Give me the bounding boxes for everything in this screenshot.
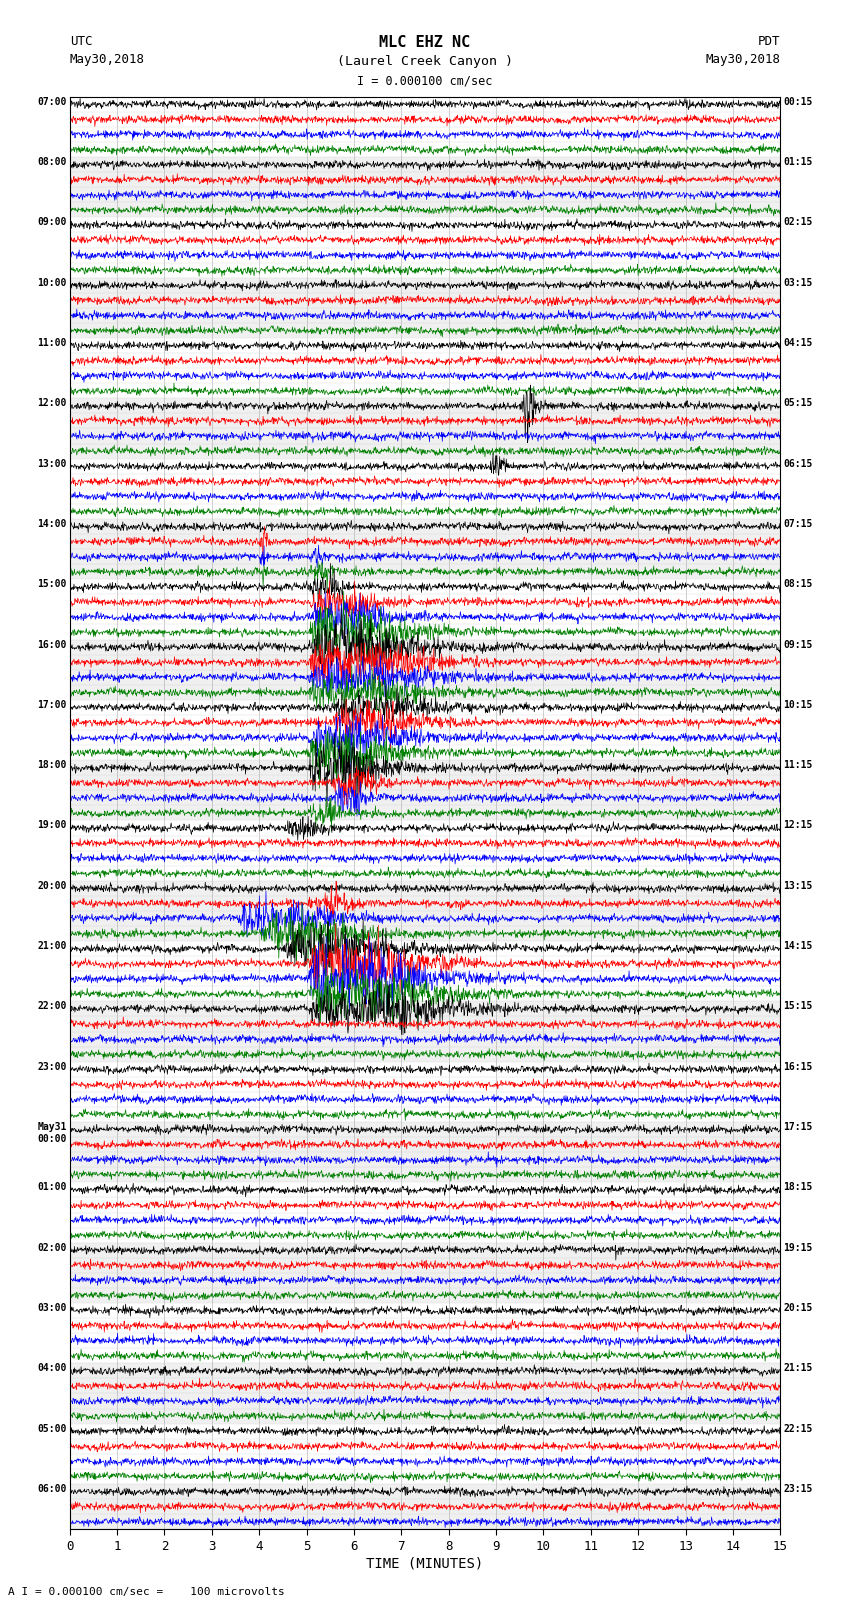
Text: 12:15: 12:15	[783, 821, 813, 831]
Text: 06:00: 06:00	[37, 1484, 67, 1494]
Text: 08:15: 08:15	[783, 579, 813, 589]
Text: 18:15: 18:15	[783, 1182, 813, 1192]
Text: 01:00: 01:00	[37, 1182, 67, 1192]
Text: 03:15: 03:15	[783, 277, 813, 287]
Text: 11:15: 11:15	[783, 760, 813, 769]
Text: 21:00: 21:00	[37, 940, 67, 952]
Text: 19:00: 19:00	[37, 821, 67, 831]
Text: 17:15: 17:15	[783, 1123, 813, 1132]
Text: MLC EHZ NC: MLC EHZ NC	[379, 35, 471, 50]
Text: 23:00: 23:00	[37, 1061, 67, 1071]
Text: May30,2018: May30,2018	[70, 53, 144, 66]
Text: 13:00: 13:00	[37, 458, 67, 469]
Text: 14:15: 14:15	[783, 940, 813, 952]
Text: 15:15: 15:15	[783, 1002, 813, 1011]
Text: 05:00: 05:00	[37, 1424, 67, 1434]
Text: 00:15: 00:15	[783, 97, 813, 106]
Text: 01:15: 01:15	[783, 156, 813, 168]
Text: 04:00: 04:00	[37, 1363, 67, 1373]
Text: 22:15: 22:15	[783, 1424, 813, 1434]
Text: I = 0.000100 cm/sec: I = 0.000100 cm/sec	[357, 74, 493, 87]
Text: 18:00: 18:00	[37, 760, 67, 769]
Text: 04:15: 04:15	[783, 339, 813, 348]
Text: 14:00: 14:00	[37, 519, 67, 529]
Text: 02:15: 02:15	[783, 218, 813, 227]
Text: 09:00: 09:00	[37, 218, 67, 227]
Text: PDT: PDT	[758, 35, 780, 48]
Text: 22:00: 22:00	[37, 1002, 67, 1011]
Text: 11:00: 11:00	[37, 339, 67, 348]
Text: 16:00: 16:00	[37, 640, 67, 650]
Text: 21:15: 21:15	[783, 1363, 813, 1373]
Text: 15:00: 15:00	[37, 579, 67, 589]
Text: 07:00: 07:00	[37, 97, 67, 106]
Text: 16:15: 16:15	[783, 1061, 813, 1071]
Text: 07:15: 07:15	[783, 519, 813, 529]
Text: A I = 0.000100 cm/sec =    100 microvolts: A I = 0.000100 cm/sec = 100 microvolts	[8, 1587, 286, 1597]
Text: (Laurel Creek Canyon ): (Laurel Creek Canyon )	[337, 55, 513, 68]
Text: 08:00: 08:00	[37, 156, 67, 168]
Text: UTC: UTC	[70, 35, 92, 48]
Text: 20:15: 20:15	[783, 1303, 813, 1313]
Text: 10:00: 10:00	[37, 277, 67, 287]
Text: 05:15: 05:15	[783, 398, 813, 408]
Text: 23:15: 23:15	[783, 1484, 813, 1494]
Text: 02:00: 02:00	[37, 1242, 67, 1253]
Text: 09:15: 09:15	[783, 640, 813, 650]
X-axis label: TIME (MINUTES): TIME (MINUTES)	[366, 1557, 484, 1571]
Text: 10:15: 10:15	[783, 700, 813, 710]
Text: May30,2018: May30,2018	[706, 53, 780, 66]
Text: 20:00: 20:00	[37, 881, 67, 890]
Text: May31
00:00: May31 00:00	[37, 1123, 67, 1144]
Text: 06:15: 06:15	[783, 458, 813, 469]
Text: 19:15: 19:15	[783, 1242, 813, 1253]
Text: 12:00: 12:00	[37, 398, 67, 408]
Text: 17:00: 17:00	[37, 700, 67, 710]
Text: 03:00: 03:00	[37, 1303, 67, 1313]
Text: 13:15: 13:15	[783, 881, 813, 890]
